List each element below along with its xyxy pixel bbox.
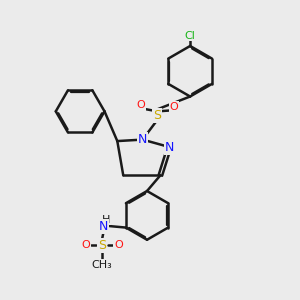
Text: S: S [153,109,161,122]
Text: CH₃: CH₃ [92,260,112,270]
Text: N: N [138,133,147,146]
Text: O: O [114,240,123,250]
Text: H: H [101,214,110,224]
Text: O: O [137,100,146,110]
Text: N: N [99,220,108,232]
Text: O: O [169,102,178,112]
Text: Cl: Cl [185,31,196,40]
Text: O: O [81,240,90,250]
Text: N: N [165,140,174,154]
Text: S: S [98,239,106,252]
